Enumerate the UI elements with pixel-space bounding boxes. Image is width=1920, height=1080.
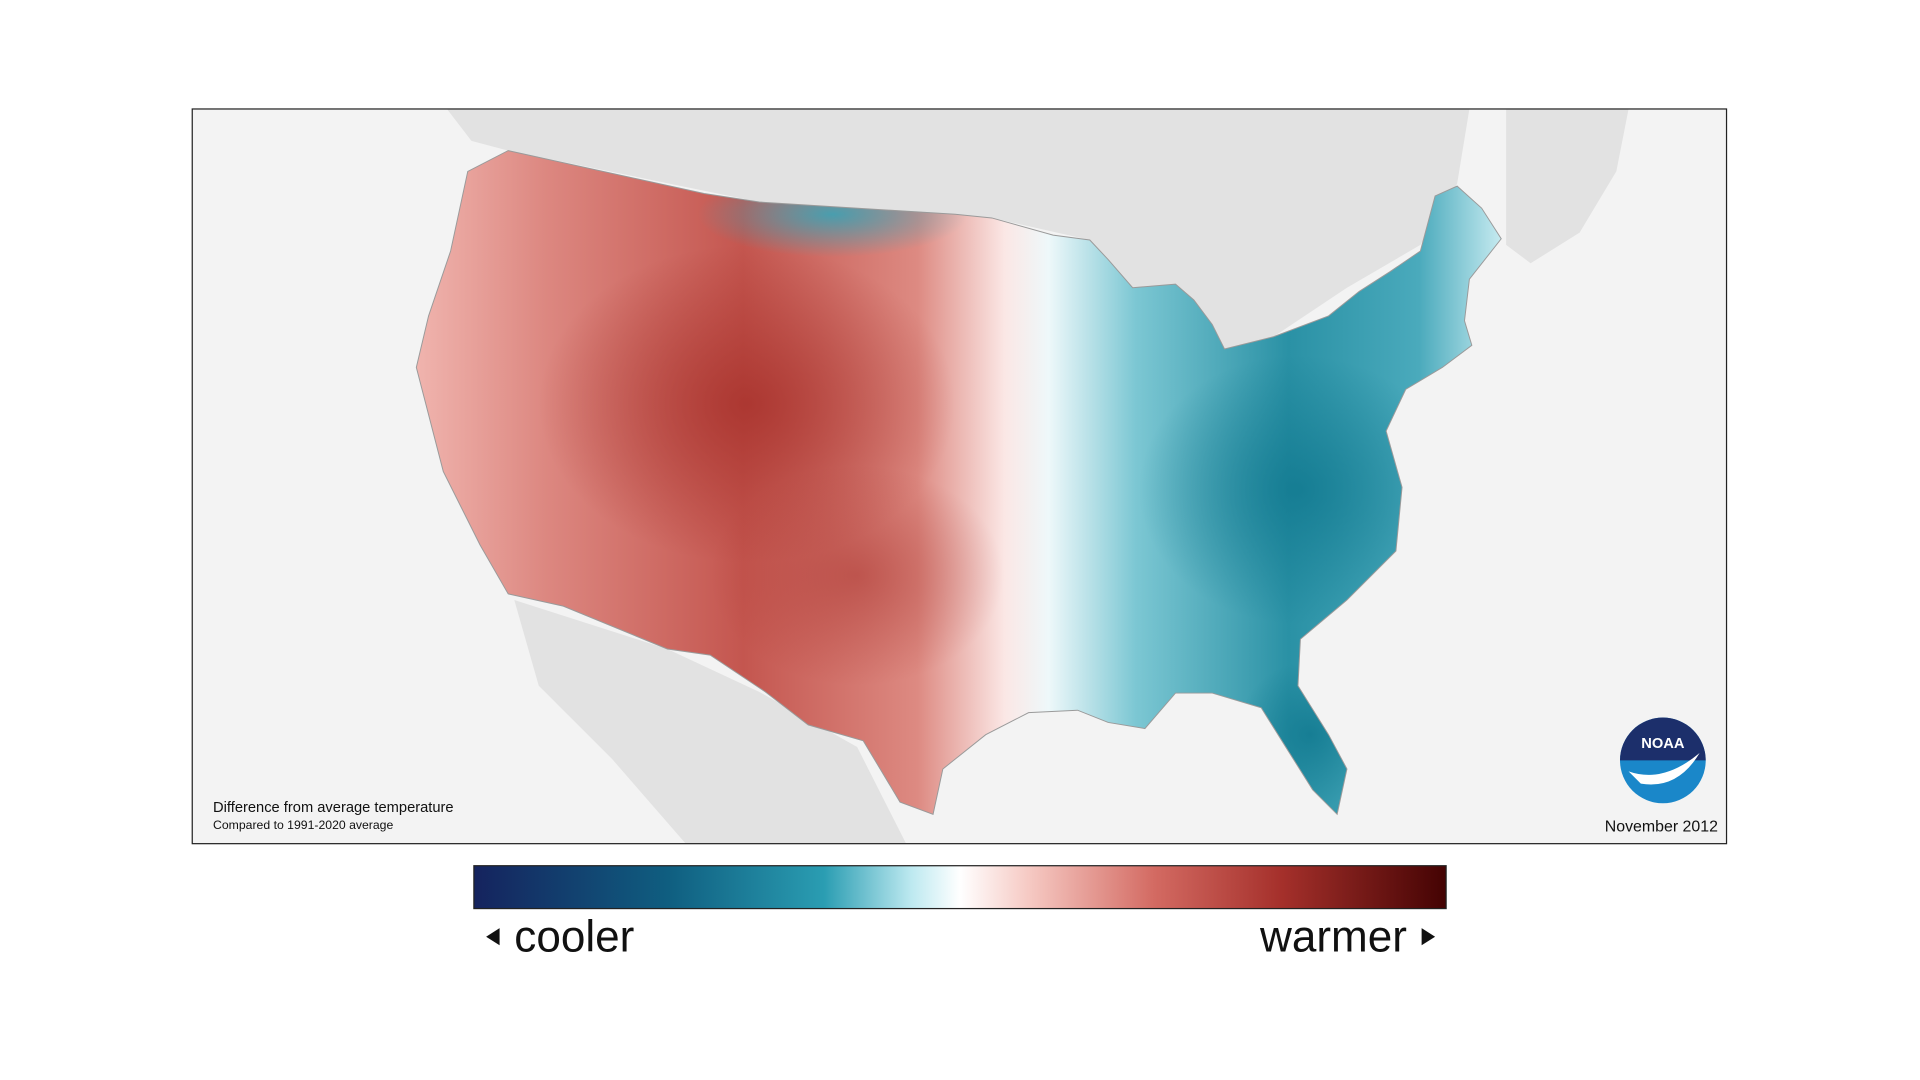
maritimes: [1506, 108, 1629, 264]
arrow-right: [1421, 928, 1436, 946]
note-title: Difference from average temperature: [213, 800, 454, 816]
warm-core: [710, 465, 1005, 686]
map-frame: [191, 108, 1728, 845]
colorbar: [473, 865, 1447, 910]
logo-gull: [1628, 753, 1700, 785]
logo-text: NOAA: [1641, 736, 1685, 752]
canada: [446, 108, 1470, 349]
logo-upper: [1620, 717, 1706, 761]
map-date: November 2012: [1605, 818, 1718, 835]
map-area: NOAA Difference from average temperature…: [192, 108, 1727, 844]
cool-core: [1138, 355, 1458, 625]
note-subtitle: Compared to 1991-2020 average: [213, 818, 393, 832]
legend-high: warmer: [1259, 912, 1407, 961]
arrow-left: [486, 928, 500, 946]
legend-low: cooler: [514, 912, 634, 961]
mexico: [514, 600, 907, 844]
